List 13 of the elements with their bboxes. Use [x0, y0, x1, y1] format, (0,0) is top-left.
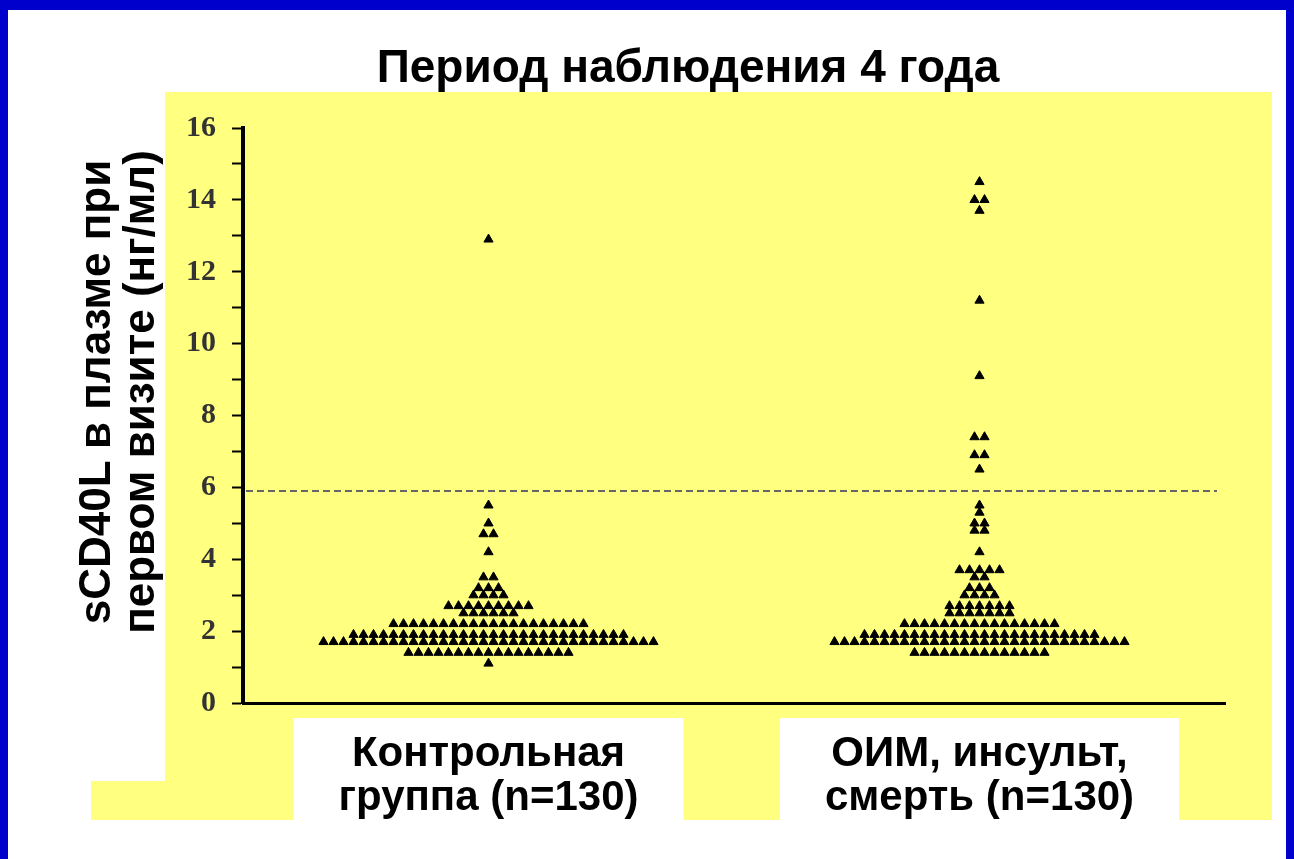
y-tick-label: 6	[201, 468, 216, 502]
y-tick-label: 10	[186, 324, 216, 358]
y-tick-label: 12	[186, 252, 216, 286]
y-tick-label: 16	[186, 108, 216, 142]
y-tick-label: 14	[186, 180, 216, 214]
y-tick-label: 4	[201, 540, 216, 573]
y-axis-title: sCD40L в плазме при первом визите (нг/мл)	[70, 149, 163, 636]
y-tick-label: 0	[201, 683, 216, 717]
y-tick-label: 2	[201, 611, 216, 645]
chart-title: Период наблюдения 4 года	[375, 40, 1001, 92]
x-tick-label: Контрольная группа (n=130)	[338, 727, 639, 819]
y-tick-label: 8	[201, 396, 216, 430]
x-tick-label: ОИМ, инсульт, смерть (n=130)	[824, 727, 1135, 819]
